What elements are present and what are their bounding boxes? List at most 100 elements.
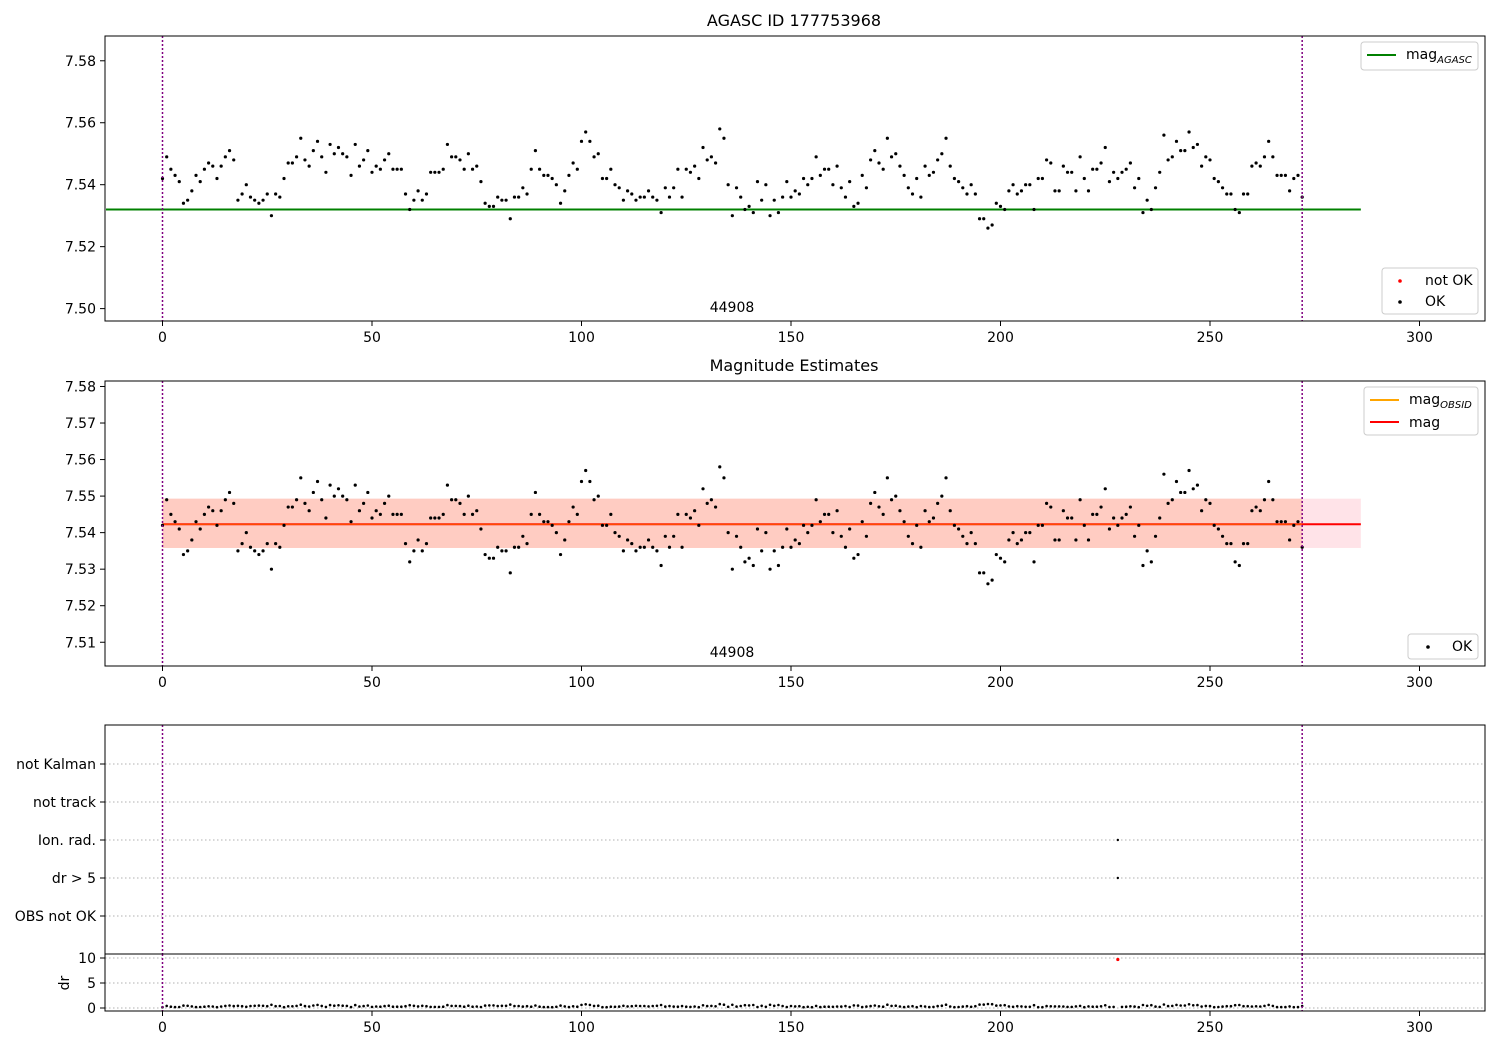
estimates-ok-point [1283,520,1288,524]
lightcurve-ok-point [718,127,722,131]
legend-not-ok-label: not OK [1425,273,1473,289]
dr-point [1028,1005,1032,1009]
estimates-ok-point [1183,490,1187,495]
estimates-ok-point [814,498,818,502]
dr-point [844,1004,847,1008]
dr-point [1233,1003,1237,1007]
lightcurve-ok-point [349,173,353,178]
estimates-ok-point [869,501,873,506]
dr-point [1242,1004,1245,1008]
dr-point [1007,1005,1011,1008]
lightcurve-ok-point [822,167,827,171]
lightcurve-ok-point [244,183,248,187]
estimates-ok-point [755,527,760,531]
dr-point [643,1004,646,1008]
dr-point [580,1003,583,1007]
dr-point [831,1005,835,1009]
dr-point [1212,1005,1216,1009]
estimates-ok-point [688,516,693,520]
lightcurve-xtick-label: 100 [568,330,595,346]
lightcurve-ok-point [1032,207,1036,212]
estimates-ok-point [998,556,1003,560]
dr-point [492,1004,495,1007]
estimates-ok-point [642,545,646,549]
lightcurve-ok-point [1212,176,1216,181]
dr-point [1124,1005,1128,1009]
estimates-ok-point [1296,520,1300,524]
dr-point [395,1005,399,1009]
dr-point [743,1003,747,1007]
estimates-ok-point [1053,538,1057,542]
estimates-ok-point [1158,516,1162,520]
estimates-ok-point [257,552,261,557]
dr-point [613,1005,617,1009]
lightcurve-xtick-label: 50 [363,330,381,346]
estimates-ok-point [609,512,613,516]
dr-point [915,1005,918,1009]
dr-point [337,1004,340,1007]
estimates-ok-point [881,512,885,516]
estimates-ok-point [403,541,408,546]
lightcurve-ok-point [755,179,760,184]
lightcurve-ok-point [504,198,508,202]
lightcurve-axes-frame [104,35,1486,322]
estimates-ok-point [957,527,961,531]
dr-xtick-label: 0 [158,1020,167,1036]
lightcurve-ok-point [336,145,341,150]
estimates-ytick-label: 7.56 [65,453,96,469]
dr-point [1200,1005,1203,1008]
estimates-ok-point [898,509,902,513]
estimates-ok-point [219,509,223,513]
dr-point [995,1004,998,1007]
estimates-ok-point [1019,538,1024,542]
dr-point [768,1003,772,1007]
estimates-ok-point [290,505,294,509]
dr-point [1271,1004,1275,1008]
dr-point [517,1004,520,1008]
dr-point [764,1005,768,1009]
dr-point [370,1005,374,1009]
estimates-ok-point [194,520,198,524]
estimates-ok-point [173,520,177,524]
estimates-ok-point [362,501,366,506]
estimates-ok-point [1107,527,1112,531]
dr-point [839,1005,843,1008]
dr-point [479,1005,483,1009]
estimates-ok-point [961,534,965,538]
dr-ytick-label: 10 [78,951,96,967]
dr-point [1288,1005,1291,1008]
dr-point [177,1005,181,1009]
dr-xtick-label: 150 [778,1020,805,1036]
lightcurve-x-ticks: 0 50 100 150 200 250 300 [158,321,1433,346]
dr-point [986,1002,990,1006]
dr-point [186,1004,189,1008]
lightcurve-ok-point [303,158,307,162]
estimates-ok-point [198,527,202,531]
estimates-ok-point [328,483,332,487]
estimates-ok-point [546,520,550,524]
estimates-ok-point [1091,512,1095,516]
estimates-ok-point [1070,516,1074,520]
lightcurve-ok-point [630,192,634,196]
estimates-ok-point [831,531,835,535]
estimates-ok-point [240,541,244,546]
lightcurve-xtick-label: 200 [987,330,1014,346]
dr-point [366,1004,370,1007]
lightcurve-ok-point [1296,173,1300,178]
estimates-ok-point [919,545,923,549]
legend-not-ok-marker [1398,279,1402,283]
lightcurve-ok-point [165,155,169,159]
lightcurve-ok-point [366,149,370,153]
lightcurve-ok-point [571,161,575,165]
dr-point [1062,1005,1065,1008]
dr-point [207,1005,210,1008]
lightcurve-ok-point [1241,192,1246,196]
lightcurve-xtick-label: 150 [778,330,805,346]
lightcurve-ok-point [776,210,781,215]
estimates-ok-point [667,545,672,549]
lightcurve-ok-point [986,226,990,230]
lightcurve-ok-point [496,195,500,199]
lightcurve-ok-point [169,167,173,171]
estimates-ok-point [395,512,399,516]
